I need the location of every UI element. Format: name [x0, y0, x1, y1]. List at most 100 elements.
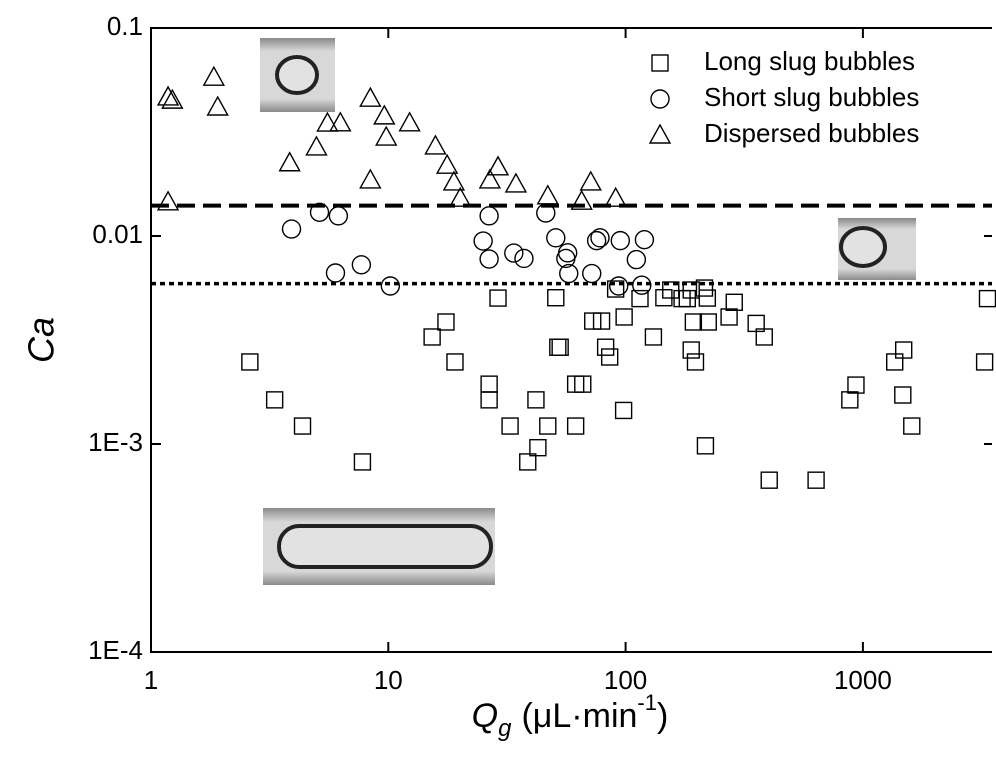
data-point: [328, 206, 349, 226]
data-point: [480, 391, 498, 409]
data-point: [398, 111, 421, 132]
data-point: [514, 248, 534, 269]
data-point: [615, 308, 633, 326]
data-point: [847, 376, 865, 394]
data-point: [305, 135, 328, 156]
legend-label: Short slug bubbles: [704, 82, 919, 112]
data-point: [582, 263, 602, 284]
data-point: [156, 190, 180, 211]
inset-images: [260, 38, 916, 585]
legend-marker: [650, 89, 670, 109]
data-point: [156, 85, 180, 106]
data-point: [547, 289, 565, 307]
data-point: [895, 341, 913, 359]
data-point: [424, 134, 447, 155]
legend-label: Long slug bubbles: [704, 46, 915, 76]
data-point: [592, 312, 611, 330]
y-tick-label: 1E-4: [88, 635, 143, 665]
data-point: [725, 293, 743, 312]
data-point: [755, 328, 773, 346]
label-part: -1: [637, 690, 657, 715]
data-point: [281, 219, 302, 239]
data-point: [329, 111, 352, 132]
y-tick-label: 0.01: [92, 219, 143, 249]
label-part: ): [657, 697, 668, 735]
data-point: [442, 170, 466, 191]
data-point: [695, 279, 714, 297]
data-point: [579, 170, 602, 191]
data-point: [566, 417, 585, 435]
data-point: [626, 249, 647, 270]
data-point: [202, 65, 226, 86]
data-point: [473, 231, 493, 251]
data-point: [536, 184, 559, 205]
x-tick-label: 10: [374, 665, 403, 695]
data-point: [841, 391, 859, 409]
legend-marker: [648, 123, 672, 144]
data-point: [551, 338, 569, 356]
data-point: [903, 417, 921, 435]
data-point: [489, 289, 507, 307]
data-point: [604, 186, 627, 207]
data-point: [265, 391, 284, 409]
data-point: [373, 104, 396, 125]
data-point: [206, 95, 229, 116]
data-point: [978, 289, 996, 308]
data-point: [353, 453, 372, 471]
data-point: [486, 155, 510, 176]
data-point: [682, 341, 700, 359]
label-part: g: [498, 715, 512, 742]
label-part: Q: [472, 697, 498, 735]
data-point: [527, 391, 545, 409]
data-point: [559, 263, 579, 284]
data-point: [596, 338, 615, 356]
data-point: [446, 353, 464, 371]
data-point: [479, 206, 499, 226]
data-point: [309, 202, 330, 222]
data-point: [278, 151, 301, 172]
data-point: [539, 417, 557, 435]
legend-label: Dispersed bubbles: [704, 118, 919, 148]
data-point: [529, 438, 547, 457]
data-point: [435, 153, 459, 174]
data-point: [610, 230, 631, 251]
data-point: [634, 229, 655, 250]
data-point: [686, 353, 705, 371]
data-point: [590, 228, 610, 248]
data-point: [546, 228, 566, 248]
data-point: [501, 417, 519, 435]
data-point: [644, 328, 663, 346]
data-point: [684, 313, 703, 331]
data-point: [293, 417, 312, 435]
data-point: [600, 348, 619, 366]
x-tick-label: 100: [604, 665, 647, 695]
data-point: [449, 186, 472, 207]
data-point: [886, 353, 904, 371]
data-point: [380, 276, 401, 296]
data-point: [699, 313, 717, 331]
data-point: [807, 471, 825, 489]
bubble: [839, 226, 887, 268]
data-point: [614, 401, 633, 420]
data-point: [504, 172, 528, 193]
data-point: [584, 312, 602, 330]
data-point: [359, 168, 382, 189]
data-point: [479, 249, 499, 269]
data-point: [894, 386, 912, 404]
data-point: [504, 243, 524, 263]
data-point: [161, 88, 184, 109]
y-axis-label: Ca: [21, 317, 62, 363]
label-part: (μL·min: [521, 697, 637, 735]
data-point: [325, 263, 346, 283]
data-point: [557, 243, 578, 263]
legend-marker: [651, 54, 669, 72]
data-point: [241, 353, 259, 371]
data-point: [760, 471, 778, 489]
data-point: [698, 289, 717, 307]
data-point: [570, 189, 593, 210]
data-point: [437, 313, 455, 331]
x-axis-label: Qg (μL·min-1): [472, 690, 669, 743]
data-point: [519, 453, 537, 471]
data-point: [696, 437, 715, 455]
